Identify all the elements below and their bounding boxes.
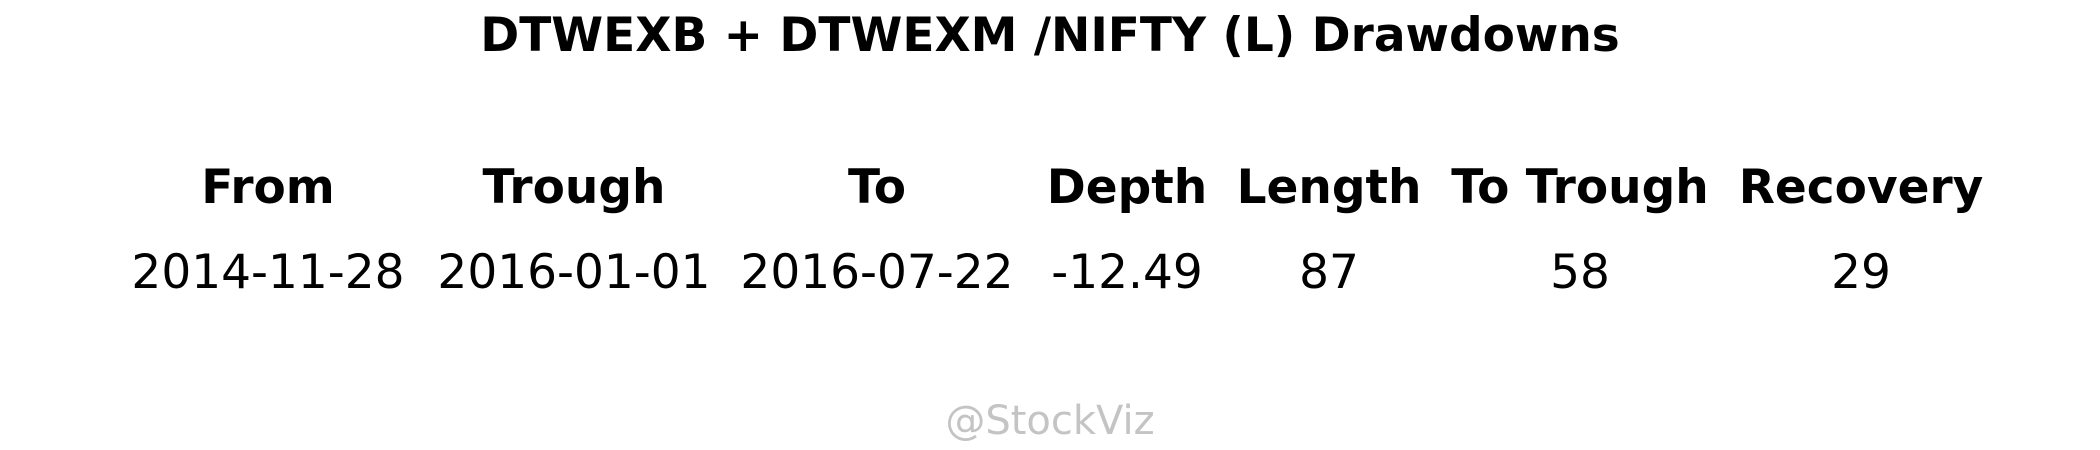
cell-to-trough: 58: [1550, 245, 1610, 300]
column-header-to: To: [847, 160, 907, 215]
column-header-trough: Trough: [482, 160, 666, 215]
cell-trough: 2016-01-01: [437, 245, 711, 300]
column-header-from: From: [201, 160, 335, 215]
column-header-to-trough: To Trough: [1451, 160, 1709, 215]
cell-to: 2016-07-22: [740, 245, 1014, 300]
cell-depth: -12.49: [1051, 245, 1203, 300]
column-header-length: Length: [1236, 160, 1422, 215]
cell-length: 87: [1299, 245, 1359, 300]
column-header-depth: Depth: [1046, 160, 1208, 215]
cell-recovery: 29: [1831, 245, 1891, 300]
watermark: @StockViz: [945, 398, 1155, 444]
cell-from: 2014-11-28: [131, 245, 405, 300]
column-header-recovery: Recovery: [1738, 160, 1984, 215]
chart-title: DTWEXB + DTWEXM /NIFTY (L) Drawdowns: [480, 8, 1620, 63]
